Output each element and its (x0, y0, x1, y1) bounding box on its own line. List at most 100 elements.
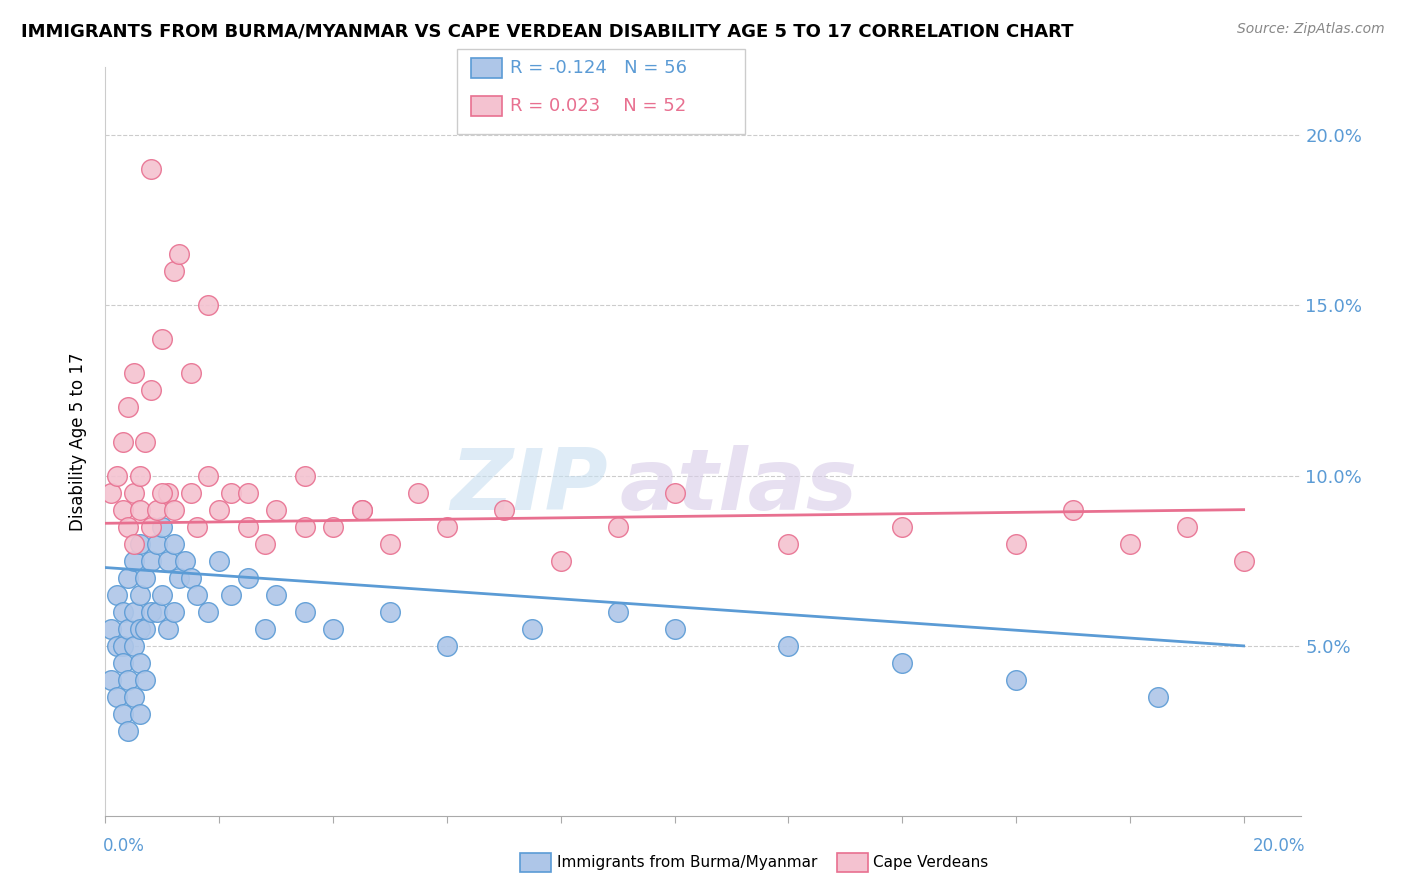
Point (100, 485, 122, 500)
Point (891, 656, 914, 670)
Point (436, 519, 458, 533)
Text: IMMIGRANTS FROM BURMA/MYANMAR VS CAPE VERDEAN DISABILITY AGE 5 TO 17 CORRELATION: IMMIGRANTS FROM BURMA/MYANMAR VS CAPE VE… (21, 22, 1074, 40)
Point (1233, 554, 1256, 568)
Point (236, 485, 259, 500)
Point (111, 502, 134, 516)
Point (134, 673, 156, 687)
Point (105, 468, 128, 483)
Point (236, 571, 259, 585)
Point (122, 554, 145, 568)
Point (122, 537, 145, 551)
Point (408, 485, 430, 500)
Point (350, 502, 373, 516)
Point (128, 537, 150, 551)
Point (163, 605, 186, 619)
Point (105, 690, 128, 704)
Point (253, 537, 276, 551)
Point (1062, 502, 1084, 516)
Point (163, 537, 186, 551)
Point (122, 485, 145, 500)
Point (197, 605, 219, 619)
Point (157, 554, 180, 568)
Point (436, 639, 458, 653)
Text: 20.0%: 20.0% (1253, 837, 1305, 855)
Point (122, 639, 145, 653)
Point (236, 519, 259, 533)
Text: 0.0%: 0.0% (103, 837, 145, 855)
Point (219, 588, 242, 602)
Point (180, 485, 202, 500)
Point (322, 622, 344, 636)
Point (208, 502, 231, 516)
Point (122, 605, 145, 619)
Point (664, 622, 686, 636)
Point (145, 605, 167, 619)
Point (111, 434, 134, 449)
Text: ZIP: ZIP (450, 445, 607, 528)
Point (117, 519, 139, 533)
Point (157, 485, 180, 500)
Point (169, 571, 191, 585)
Point (150, 519, 173, 533)
Point (117, 622, 139, 636)
Point (150, 332, 173, 346)
Text: atlas: atlas (619, 445, 858, 528)
Point (219, 485, 242, 500)
Point (157, 622, 180, 636)
Y-axis label: Disability Age 5 to 17: Disability Age 5 to 17 (69, 352, 87, 531)
Point (778, 537, 800, 551)
Point (197, 298, 219, 312)
Point (169, 247, 191, 261)
Point (253, 622, 276, 636)
Point (264, 502, 287, 516)
Point (117, 724, 139, 739)
Point (180, 367, 202, 381)
Point (139, 554, 162, 568)
Point (1005, 537, 1028, 551)
Point (111, 605, 134, 619)
Point (105, 639, 128, 653)
Point (134, 571, 156, 585)
Point (606, 605, 628, 619)
Point (111, 706, 134, 721)
Point (1175, 519, 1198, 533)
Point (145, 502, 167, 516)
Point (122, 690, 145, 704)
Point (134, 434, 156, 449)
Point (139, 162, 162, 177)
Point (664, 485, 686, 500)
Point (100, 622, 122, 636)
Point (1005, 673, 1028, 687)
Point (492, 502, 515, 516)
Text: Source: ZipAtlas.com: Source: ZipAtlas.com (1237, 22, 1385, 37)
Text: R = -0.124   N = 56: R = -0.124 N = 56 (510, 59, 688, 77)
Point (522, 622, 544, 636)
Point (606, 519, 628, 533)
Point (294, 605, 316, 619)
Point (1119, 537, 1142, 551)
Point (163, 502, 186, 516)
Point (128, 622, 150, 636)
Point (111, 639, 134, 653)
Point (128, 468, 150, 483)
Point (134, 622, 156, 636)
Point (294, 519, 316, 533)
Point (891, 519, 914, 533)
Point (150, 588, 173, 602)
Point (128, 588, 150, 602)
Point (180, 571, 202, 585)
Point (294, 468, 316, 483)
Point (208, 554, 231, 568)
Point (174, 554, 197, 568)
Point (139, 519, 162, 533)
Point (139, 605, 162, 619)
Point (145, 537, 167, 551)
Point (186, 519, 208, 533)
Point (128, 656, 150, 670)
Point (117, 571, 139, 585)
Point (128, 706, 150, 721)
Point (117, 673, 139, 687)
Text: Cape Verdeans: Cape Verdeans (873, 855, 988, 870)
Point (163, 264, 186, 278)
Point (105, 588, 128, 602)
